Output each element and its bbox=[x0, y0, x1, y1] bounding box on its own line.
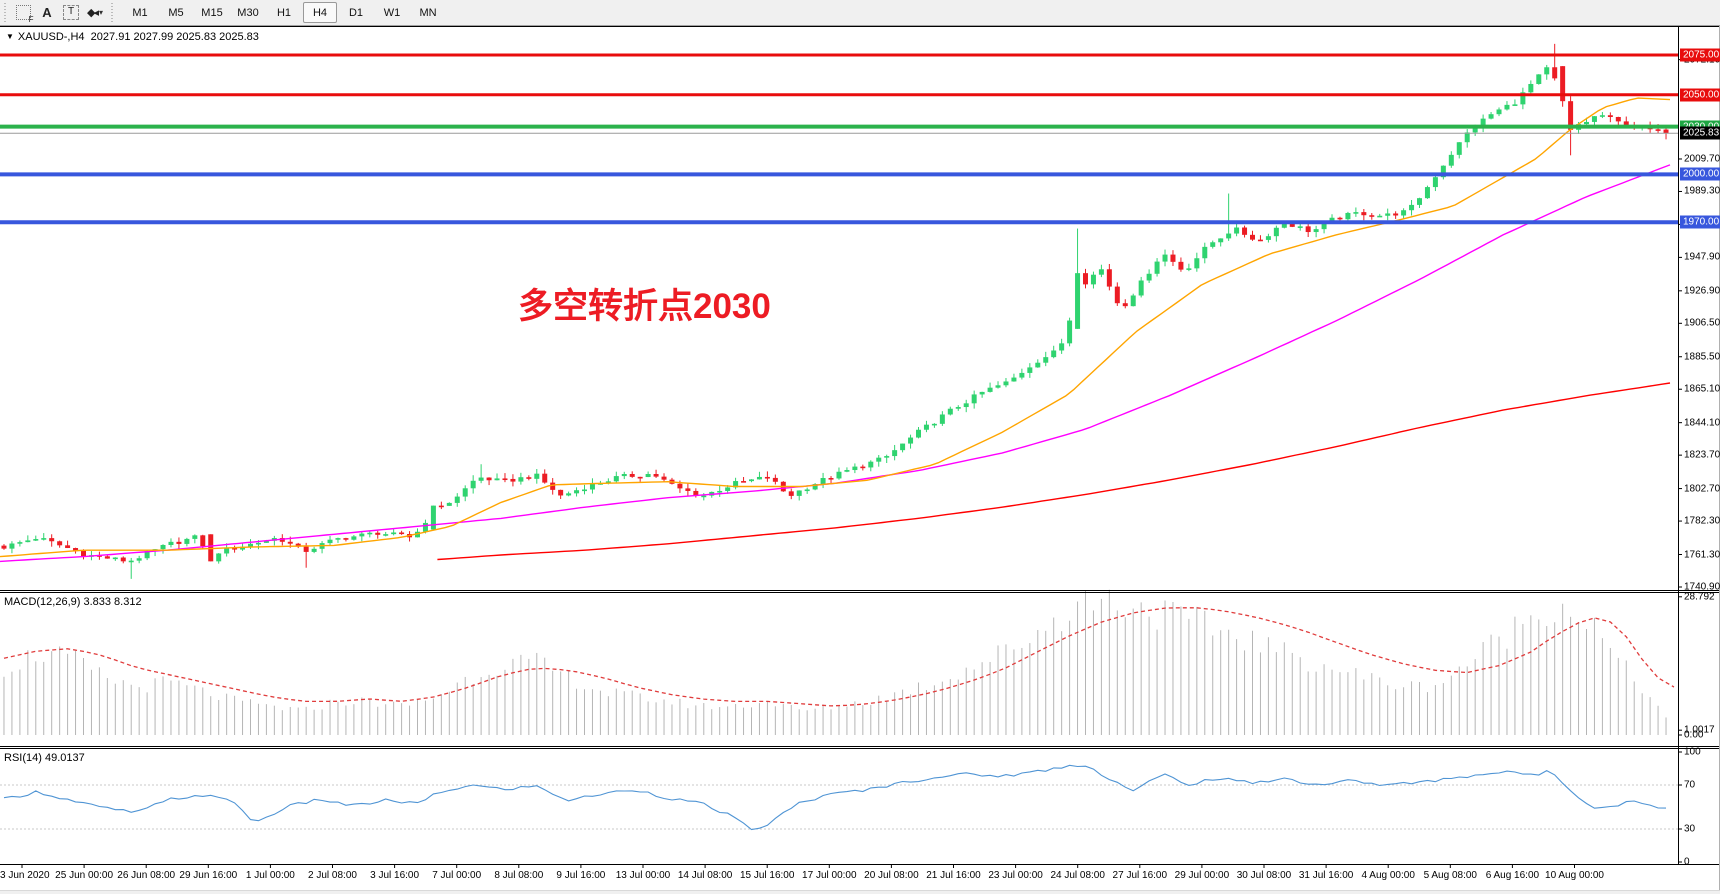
price-tick-label: 2009.70 bbox=[1684, 153, 1720, 165]
date-label: 20 Jul 08:00 bbox=[864, 870, 919, 881]
timeframe-button-w1[interactable]: W1 bbox=[383, 6, 401, 19]
macd-histogram bbox=[3, 589, 1667, 735]
rsi-axis-label: 70 bbox=[1684, 779, 1696, 791]
date-label: 31 Jul 16:00 bbox=[1298, 870, 1354, 881]
chart-header: ▼ XAUUSD-,H4 2027.91 2027.99 2025.83 2025… bbox=[6, 31, 259, 43]
price-badge-2000.00: 2000.00 bbox=[1680, 167, 1720, 181]
chart-window: ▼ XAUUSD-,H4 2027.91 2027.99 2025.83 2025… bbox=[0, 26, 1720, 894]
price-level-lines bbox=[0, 53, 1678, 225]
price-tick-label: 1947.90 bbox=[1684, 251, 1720, 263]
date-label: 25 Jun 00:00 bbox=[55, 870, 114, 881]
arrows-tool-icon[interactable]: ◆◂ ▾ bbox=[87, 7, 103, 19]
price-tick-label: 1823.70 bbox=[1684, 449, 1720, 461]
chart-ohlc-values: 2027.91 2027.99 2025.83 2025.83 bbox=[90, 31, 259, 43]
symbol-dropdown-icon[interactable]: ▼ bbox=[6, 32, 14, 41]
pane-frame bbox=[0, 26, 1720, 894]
toolbar: F A T ◆◂ ▾ M1 M5 M15 M30 H1 H4 D1 W1 MN bbox=[0, 0, 1720, 26]
text-label-tool-icon[interactable]: T bbox=[60, 3, 82, 23]
date-label: 7 Jul 00:00 bbox=[432, 870, 482, 881]
ma-fast-orange-line bbox=[0, 97, 1671, 558]
chart-annotation-text[interactable]: 多空转折点2030 bbox=[518, 287, 771, 326]
date-label: 26 Jun 08:00 bbox=[117, 870, 176, 881]
date-label: 13 Jul 00:00 bbox=[615, 870, 671, 881]
date-label: 4 Aug 00:00 bbox=[1361, 870, 1415, 881]
date-label: 15 Jul 16:00 bbox=[739, 870, 795, 881]
dropdown-caret-icon[interactable]: ▾ bbox=[98, 8, 103, 17]
date-label: 27 Jul 16:00 bbox=[1112, 870, 1168, 881]
date-label: 1 Jul 00:00 bbox=[245, 870, 295, 881]
rsi-axis-label: 100 bbox=[1684, 746, 1701, 758]
rsi-axis-label: 0 bbox=[1684, 856, 1690, 868]
candles-layer bbox=[1, 43, 1669, 579]
chart-symbol-timeframe: XAUUSD-,H4 bbox=[17, 31, 85, 43]
date-label: 9 Jul 16:00 bbox=[556, 870, 606, 881]
date-label: 24 Jul 08:00 bbox=[1050, 870, 1105, 881]
macd-axis-label: 1.0017 bbox=[1684, 724, 1715, 736]
date-label: 14 Jul 08:00 bbox=[677, 870, 733, 881]
price-tick-label: 1989.30 bbox=[1684, 185, 1720, 197]
price-tick-label: 1926.90 bbox=[1684, 285, 1720, 297]
rsi-line bbox=[3, 764, 1667, 831]
price-tick-label: 1802.70 bbox=[1684, 483, 1720, 495]
date-label: 21 Jul 16:00 bbox=[926, 870, 981, 881]
fibonacci-tool-icon[interactable]: F bbox=[12, 3, 34, 24]
price-tick-label: 1761.30 bbox=[1684, 549, 1720, 560]
macd-indicator-label: MACD(12,26,9) 3.833 8.312 bbox=[4, 596, 142, 608]
rsi-level-lines bbox=[0, 784, 1678, 830]
date-label: 29 Jul 00:00 bbox=[1174, 870, 1230, 881]
date-label: 2 Jul 08:00 bbox=[308, 870, 357, 881]
rsi-axis-label: 30 bbox=[1684, 823, 1696, 835]
timeframe-button-m5[interactable]: M5 bbox=[168, 6, 184, 19]
price-tick-label: 1740.90 bbox=[1684, 581, 1720, 593]
macd-signal-line bbox=[3, 607, 1675, 707]
macd-axis-label: 28.792 bbox=[1684, 591, 1715, 603]
text-tool-icon[interactable]: A bbox=[42, 5, 52, 20]
timeframe-button-h4[interactable]: H4 bbox=[303, 2, 337, 23]
ma-slow-red-line bbox=[437, 382, 1671, 561]
date-label: 6 Aug 16:00 bbox=[1485, 870, 1540, 881]
timeframe-button-d1[interactable]: D1 bbox=[348, 6, 364, 19]
date-label: 3 Jul 16:00 bbox=[370, 870, 420, 881]
price-badge-1970.00: 1970.00 bbox=[1680, 215, 1720, 229]
window-bottom-strip bbox=[0, 890, 1720, 894]
timeframe-button-m15[interactable]: M15 bbox=[201, 6, 223, 19]
date-label: 29 Jun 16:00 bbox=[179, 870, 238, 881]
macd-axis-label: 0.00 bbox=[1684, 729, 1704, 741]
price-tick-label: 1865.10 bbox=[1684, 383, 1720, 395]
timeframe-toolbar-gripper[interactable] bbox=[110, 2, 115, 23]
date-label: 23 Jul 00:00 bbox=[988, 870, 1043, 881]
price-tick-label: 1906.50 bbox=[1684, 317, 1720, 329]
chart-canvas[interactable] bbox=[0, 26, 1720, 894]
timeframe-toolbar: M1 M5 M15 M30 H1 H4 D1 W1 MN bbox=[122, 2, 446, 23]
rsi-indicator-label: RSI(14) 49.0137 bbox=[4, 752, 85, 764]
date-label: 23 Jun 2020 bbox=[0, 870, 50, 881]
price-tick-label: 1782.30 bbox=[1684, 515, 1720, 527]
date-label: 30 Jul 08:00 bbox=[1236, 870, 1292, 881]
date-label: 17 Jul 00:00 bbox=[802, 870, 857, 881]
price-badge-2075.00: 2075.00 bbox=[1680, 48, 1720, 62]
date-label: 10 Aug 00:00 bbox=[1545, 870, 1604, 881]
timeframe-button-mn[interactable]: MN bbox=[419, 6, 437, 19]
price-badge-2050.00: 2050.00 bbox=[1680, 88, 1720, 102]
price-badge-2025.83: 2025.83 bbox=[1680, 126, 1720, 140]
timeframe-button-m30[interactable]: M30 bbox=[237, 6, 259, 19]
timeframe-button-h1[interactable]: H1 bbox=[276, 6, 292, 19]
date-label: 8 Jul 08:00 bbox=[494, 870, 544, 881]
date-label: 5 Aug 08:00 bbox=[1423, 870, 1477, 881]
ma-mid-magenta-line bbox=[0, 164, 1671, 563]
price-tick-label: 1885.50 bbox=[1684, 351, 1720, 363]
toolbar-gripper[interactable] bbox=[3, 2, 8, 23]
timeframe-button-m1[interactable]: M1 bbox=[132, 6, 148, 19]
price-tick-label: 1844.10 bbox=[1684, 417, 1720, 429]
